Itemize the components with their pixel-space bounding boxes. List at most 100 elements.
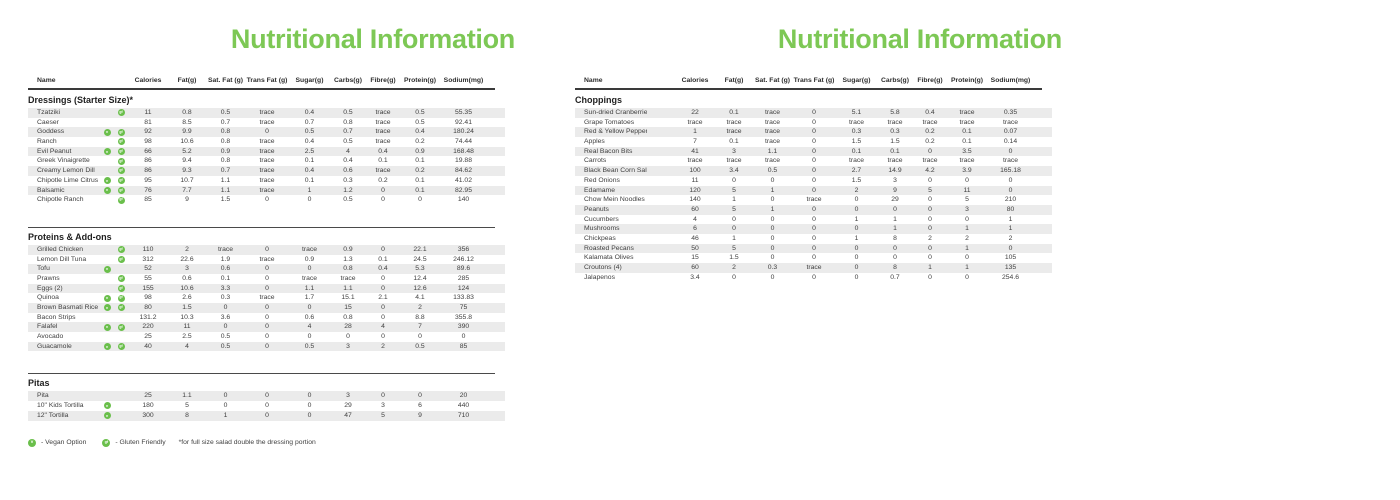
table-row: Chipotle Ranch gf 85 9 1.5 0 0 0.5 0 0 140 [28,195,505,205]
item-name-cell: Quinoa v gf [28,293,128,303]
nutrient-value: 1.7 [304,294,315,302]
nutrient-value: 4 [693,215,697,223]
gluten-friendly-slot: gf [114,148,128,156]
nutrient-value: 5.1 [851,109,862,116]
nutrient-value: 0.6 [343,167,353,175]
nutrient-value: 1 [854,234,859,242]
nutrient-value: 0.3 [851,128,862,136]
column-header: Name [37,76,56,84]
item-name: Grape Tomatoes [584,118,635,126]
nutrient-value: 1 [893,215,897,223]
item-name-cell: Chipotle Ranch gf [28,195,128,205]
table-row: Eggs (2) gf 155 10.6 3.3 0 1.1 1.1 0 12.6 124 [28,283,505,294]
item-name: Quinoa [37,294,59,302]
nutrient-value: 0 [265,265,269,273]
item-name-cell: Sun-dried Cranberries [575,108,675,118]
nutrient-value: 0 [770,215,775,223]
nutrient-value: 0.8 [220,138,231,146]
gluten-friendly-icon: gf [117,255,125,263]
item-name-cell: Lemon Dill Tuna gf [28,255,128,265]
nutrient-value: trace [259,147,275,155]
gluten-friendly-icon: gf [117,323,125,331]
section-title: Dressings (Starter Size)* [28,95,134,105]
item-name-cell: Kalamata Olives [575,253,675,263]
nutrient-value: 10.7 [180,176,194,184]
nutrient-value: 0 [770,225,775,233]
nutrient-value: 0.35 [1003,109,1018,116]
gluten-friendly-slot: gf [114,186,128,194]
gluten-friendly-icon: gf [117,186,125,194]
nutrient-value: 0.9 [304,255,315,263]
column-header: Carbs(g) [881,76,909,84]
nutrient-value: 0 [307,304,312,311]
nutrient-value: 0 [812,225,816,233]
nutrient-value: 60 [691,205,699,213]
nutrient-value: 46 [691,234,699,242]
nutrient-value: 1.9 [220,255,231,263]
nutrient-value: 0 [265,402,269,410]
nutrient-value: 11 [144,109,152,116]
nutrient-value: 2.5 [182,333,192,341]
item-name-cell: Red Onions [575,176,675,186]
nutrient-value: 120 [689,186,701,194]
nutrient-value: 11 [691,176,699,184]
item-name: Red & Yellow Peppers [584,128,647,136]
vegan-slot: v [100,128,114,136]
nutrient-value: 2.6 [182,294,192,302]
nutrient-value: 1.1 [304,284,315,292]
nutrient-value: trace [848,118,865,126]
table-row: Jalapenos 3.4 0 0 0 0 0.7 0 0 254.6 [575,273,1052,283]
nutrient-value: 168.48 [453,147,474,155]
nutrient-value: 2 [965,234,969,242]
table-row: Ranch gf 98 10.6 0.8 trace 0.4 0.5 trace 0.2 74.44 [28,137,505,147]
column-header: Name [584,76,603,84]
nutrient-value: 440 [457,402,470,410]
nutrient-value: 0.9 [343,245,353,253]
gluten-friendly-slot: gf [114,196,128,204]
gluten-friendly-slot: gf [114,157,128,165]
nutrient-value: 0.1 [378,157,388,165]
nutrient-value: 0.4 [378,147,388,155]
nutrient-value: 0 [265,392,269,400]
nutrient-value: 2.1 [378,294,388,302]
nutrient-value: 11 [963,186,971,194]
nutrient-value: 41 [691,147,699,155]
nutrient-value: trace [301,245,318,253]
table-row: Kalamata Olives 15 1.5 0 0 0 0 0 0 105 [575,253,1052,263]
item-name-cell: Goddess v gf [28,127,128,137]
table-row: Croutons (4) 60 2 0.3 trace 0 8 1 1 135 [575,263,1052,273]
nutrient-value: 0 [381,392,385,400]
item-name: Edamame [584,186,615,194]
item-name: Kalamata Olives [584,254,634,262]
nutrient-value: 1 [223,411,228,419]
nutrient-value: 12.6 [413,284,427,292]
nutrient-value: 0.2 [925,128,935,136]
item-name: Peanuts [584,205,609,213]
nutrient-value: 0 [418,196,422,204]
table-row: Evil Peanut v gf 66 5.2 0.9 trace 2.5 4 0.4 0.9 168… [28,146,505,157]
nutrient-value: 98 [144,294,152,302]
nutrient-value: 0.5 [415,118,425,126]
nutrient-value: 0.1 [304,157,315,165]
nutrient-value: 0 [223,323,228,331]
nutrient-value: 1 [965,264,969,271]
nutrient-value: 89.6 [456,265,471,273]
nutrient-value: 3 [381,402,385,410]
gluten-friendly-slot: gf [114,138,128,146]
item-name: Ranch [37,138,57,146]
nutrient-value: 22.1 [413,245,427,253]
vegan-icon: v [103,402,111,410]
nutrient-value: trace [764,157,781,165]
vegan-slot: v [100,177,114,185]
nutrient-value: trace [922,118,938,126]
nutrient-value: 0 [381,274,385,282]
nutrient-value: 133.83 [453,294,474,302]
nutrient-value: 0.7 [220,167,231,175]
nutrient-value: 2 [418,304,422,311]
item-name-cell: Tofu v [28,264,128,274]
page-title: Nutritional Information [777,24,1062,54]
item-name-cell: Grilled Chicken gf [28,245,128,255]
nutrient-value: 0.8 [343,265,353,273]
nutrient-value: 0.7 [304,118,315,126]
nutrient-value: 1.3 [343,255,353,263]
